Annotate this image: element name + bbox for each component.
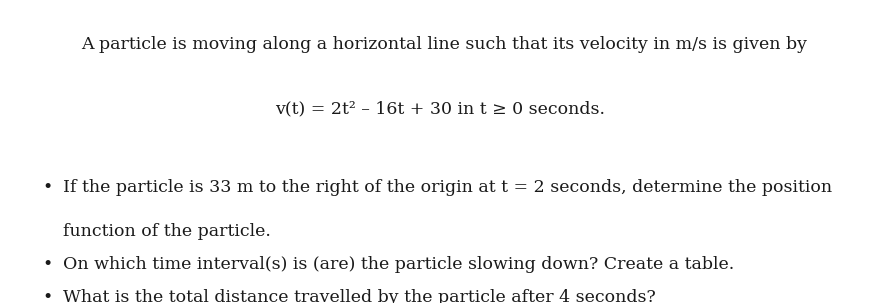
Text: function of the particle.: function of the particle. xyxy=(63,223,271,240)
Text: On which time interval(s) is (are) the particle slowing down? Create a table.: On which time interval(s) is (are) the p… xyxy=(63,256,735,273)
Text: What is the total distance travelled by the particle after 4 seconds?: What is the total distance travelled by … xyxy=(63,289,656,303)
Text: v(t) = 2t² – 16t + 30 in t ≥ 0 seconds.: v(t) = 2t² – 16t + 30 in t ≥ 0 seconds. xyxy=(275,100,605,117)
Text: If the particle is 33 m to the right of the origin at t = 2 seconds, determine t: If the particle is 33 m to the right of … xyxy=(63,179,832,196)
Text: •: • xyxy=(42,179,53,196)
Text: •: • xyxy=(42,289,53,303)
Text: A particle is moving along a horizontal line such that its velocity in m/s is gi: A particle is moving along a horizontal … xyxy=(81,36,807,53)
Text: •: • xyxy=(42,256,53,273)
